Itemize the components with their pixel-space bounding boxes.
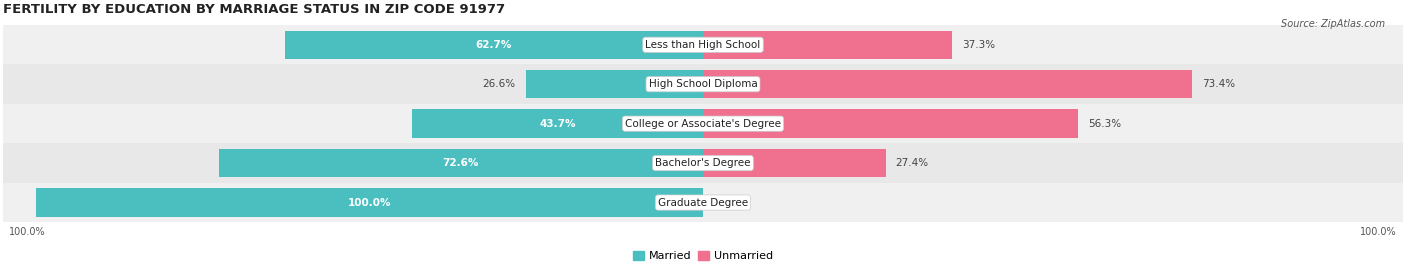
Text: 27.4%: 27.4%	[896, 158, 929, 168]
Text: FERTILITY BY EDUCATION BY MARRIAGE STATUS IN ZIP CODE 91977: FERTILITY BY EDUCATION BY MARRIAGE STATU…	[3, 3, 505, 16]
Bar	[3, 65, 1403, 104]
Bar	[703, 31, 952, 59]
Text: 37.3%: 37.3%	[962, 40, 995, 50]
Bar	[3, 25, 1403, 65]
Bar	[3, 104, 1403, 143]
Text: High School Diploma: High School Diploma	[648, 79, 758, 89]
Bar	[703, 70, 1192, 98]
Bar	[37, 188, 703, 217]
Bar	[703, 149, 886, 177]
Text: 26.6%: 26.6%	[482, 79, 516, 89]
Bar	[526, 70, 703, 98]
Bar	[3, 183, 1403, 222]
Text: Bachelor's Degree: Bachelor's Degree	[655, 158, 751, 168]
Text: Graduate Degree: Graduate Degree	[658, 197, 748, 208]
Text: 72.6%: 72.6%	[443, 158, 479, 168]
Text: 100.0%: 100.0%	[1360, 227, 1396, 237]
Bar	[3, 143, 1403, 183]
Text: 73.4%: 73.4%	[1202, 79, 1236, 89]
Text: College or Associate's Degree: College or Associate's Degree	[626, 119, 780, 129]
Bar	[703, 109, 1078, 138]
Text: 56.3%: 56.3%	[1088, 119, 1122, 129]
Text: Less than High School: Less than High School	[645, 40, 761, 50]
Bar	[412, 109, 703, 138]
Text: 100.0%: 100.0%	[347, 197, 391, 208]
Text: Source: ZipAtlas.com: Source: ZipAtlas.com	[1281, 19, 1385, 29]
Bar	[219, 149, 703, 177]
Bar	[285, 31, 703, 59]
Text: 0.0%: 0.0%	[713, 197, 740, 208]
Text: 62.7%: 62.7%	[475, 40, 512, 50]
Legend: Married, Unmarried: Married, Unmarried	[628, 246, 778, 266]
Text: 100.0%: 100.0%	[10, 227, 46, 237]
Text: 43.7%: 43.7%	[538, 119, 575, 129]
